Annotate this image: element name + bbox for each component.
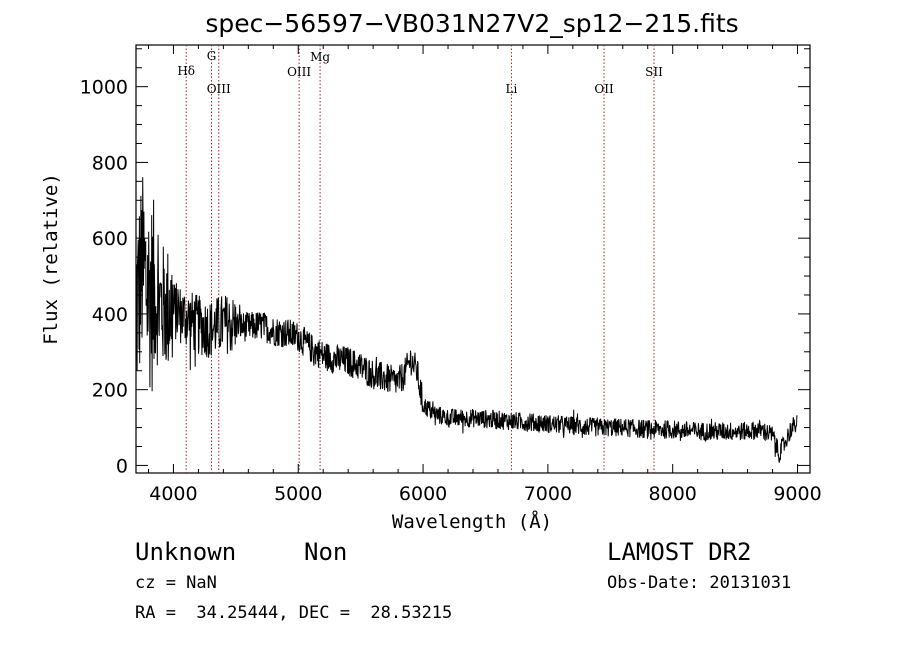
x-tick-label: 4000	[149, 483, 197, 505]
y-tick-label: 1000	[80, 77, 128, 99]
spectral-line-label: G	[207, 49, 217, 63]
chart-title: spec−56597−VB031N27V2_sp12−215.fits	[205, 9, 738, 38]
y-axis-ticks: 0 200 400 600 800 1000	[80, 48, 810, 477]
y-tick-label: 200	[92, 380, 128, 402]
spectral-line-label: Li	[506, 82, 518, 96]
x-tick-label: 9000	[773, 483, 821, 505]
spectral-line-label: Mg	[310, 50, 330, 64]
spectral-line-label: OII	[594, 82, 614, 96]
spectral-line-label: Hδ	[177, 64, 195, 78]
obs-date: Obs-Date: 20131031	[607, 573, 792, 593]
x-tick-label: 8000	[649, 483, 697, 505]
object-class: Unknown	[135, 538, 237, 566]
spectral-line-label: OIII	[287, 65, 311, 79]
x-tick-label: 6000	[399, 483, 447, 505]
x-axis-label: Wavelength (Å)	[392, 510, 552, 533]
object-subclass: Non	[304, 538, 348, 566]
y-tick-label: 800	[92, 152, 128, 174]
y-axis-label: Flux (relative)	[40, 173, 62, 345]
y-tick-label: 0	[116, 455, 128, 477]
spectral-line-label: SII	[645, 65, 663, 79]
y-tick-label: 400	[92, 304, 128, 326]
coordinates: RA = 34.25444, DEC = 28.53215	[135, 603, 453, 623]
survey-name: LAMOST DR2	[607, 538, 752, 566]
y-tick-label: 600	[92, 228, 128, 250]
redshift-value: cz = NaN	[135, 573, 217, 593]
x-axis-ticks: 4000 5000 6000 7000 8000 9000	[147, 45, 822, 505]
spectrum-series	[135, 177, 798, 463]
x-tick-label: 7000	[524, 483, 572, 505]
x-tick-label: 5000	[274, 483, 322, 505]
spectrum-chart: spec−56597−VB031N27V2_sp12−215.fits Hδ G O…	[40, 9, 822, 533]
spectral-line-label: OIII	[207, 82, 231, 96]
plot-frame	[135, 44, 811, 474]
